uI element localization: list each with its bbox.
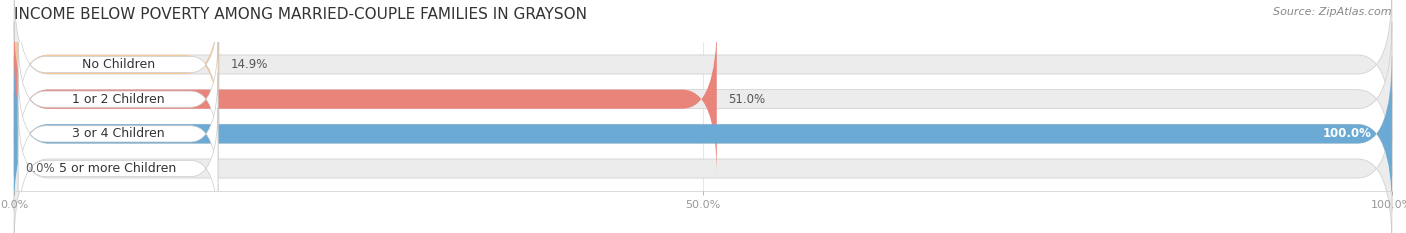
FancyBboxPatch shape: [18, 3, 218, 126]
Text: 3 or 4 Children: 3 or 4 Children: [72, 127, 165, 140]
FancyBboxPatch shape: [18, 107, 218, 230]
Text: No Children: No Children: [82, 58, 155, 71]
FancyBboxPatch shape: [14, 57, 1392, 211]
FancyBboxPatch shape: [14, 0, 219, 142]
Text: 5 or more Children: 5 or more Children: [59, 162, 177, 175]
Text: INCOME BELOW POVERTY AMONG MARRIED-COUPLE FAMILIES IN GRAYSON: INCOME BELOW POVERTY AMONG MARRIED-COUPL…: [14, 7, 588, 22]
Text: 0.0%: 0.0%: [25, 162, 55, 175]
FancyBboxPatch shape: [18, 73, 218, 195]
Text: Source: ZipAtlas.com: Source: ZipAtlas.com: [1274, 7, 1392, 17]
FancyBboxPatch shape: [18, 38, 218, 160]
Text: 100.0%: 100.0%: [1323, 127, 1371, 140]
Text: 14.9%: 14.9%: [231, 58, 267, 71]
FancyBboxPatch shape: [14, 22, 717, 176]
FancyBboxPatch shape: [14, 22, 1392, 176]
FancyBboxPatch shape: [14, 57, 1392, 211]
FancyBboxPatch shape: [14, 91, 1392, 233]
Text: 51.0%: 51.0%: [728, 93, 765, 106]
Text: 1 or 2 Children: 1 or 2 Children: [72, 93, 165, 106]
FancyBboxPatch shape: [14, 0, 1392, 142]
